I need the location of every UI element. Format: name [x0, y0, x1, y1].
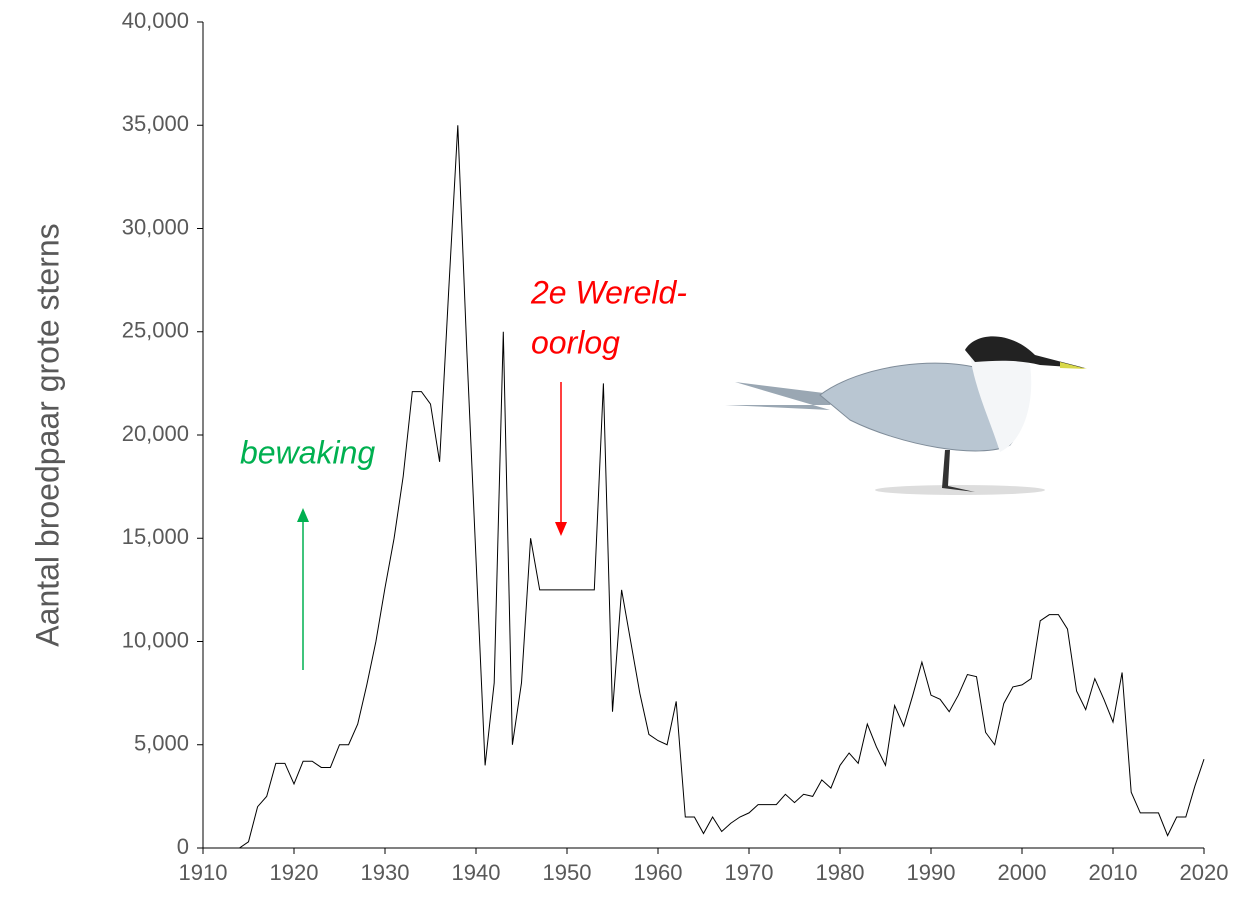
page: Aantal broedpaar grote sterns bewaking 2…: [0, 0, 1243, 899]
annotation: 2e Wereld-: [530, 274, 687, 310]
y-tick-label: 20,000: [122, 421, 189, 446]
y-tick-label: 0: [177, 834, 189, 859]
x-tick-label: 1990: [907, 860, 956, 885]
y-tick-label: 30,000: [122, 214, 189, 239]
y-tick-label: 10,000: [122, 627, 189, 652]
data-line: [230, 125, 1204, 848]
annotation: bewaking: [240, 434, 375, 470]
arrowhead: [555, 522, 567, 536]
y-axis-label: Aantal broedpaar grote sterns: [29, 223, 65, 646]
x-tick-label: 2000: [998, 860, 1047, 885]
x-tick-label: 2020: [1180, 860, 1229, 885]
y-tick-label: 35,000: [122, 111, 189, 136]
x-tick-label: 2010: [1089, 860, 1138, 885]
arrowhead: [297, 508, 309, 522]
bird-illustration: [725, 336, 1087, 495]
x-tick-label: 1970: [725, 860, 774, 885]
x-tick-label: 1930: [361, 860, 410, 885]
x-tick-label: 1920: [270, 860, 319, 885]
y-tick-label: 5,000: [134, 731, 189, 756]
x-tick-label: 1950: [543, 860, 592, 885]
x-tick-label: 1940: [452, 860, 501, 885]
x-tick-label: 1910: [179, 860, 228, 885]
chart: Aantal broedpaar grote sterns bewaking 2…: [0, 0, 1243, 899]
y-tick-label: 15,000: [122, 524, 189, 549]
x-tick-label: 1980: [816, 860, 865, 885]
y-tick-label: 40,000: [122, 8, 189, 33]
y-tick-label: 25,000: [122, 318, 189, 343]
annotation: oorlog: [531, 324, 620, 360]
x-tick-label: 1960: [634, 860, 683, 885]
